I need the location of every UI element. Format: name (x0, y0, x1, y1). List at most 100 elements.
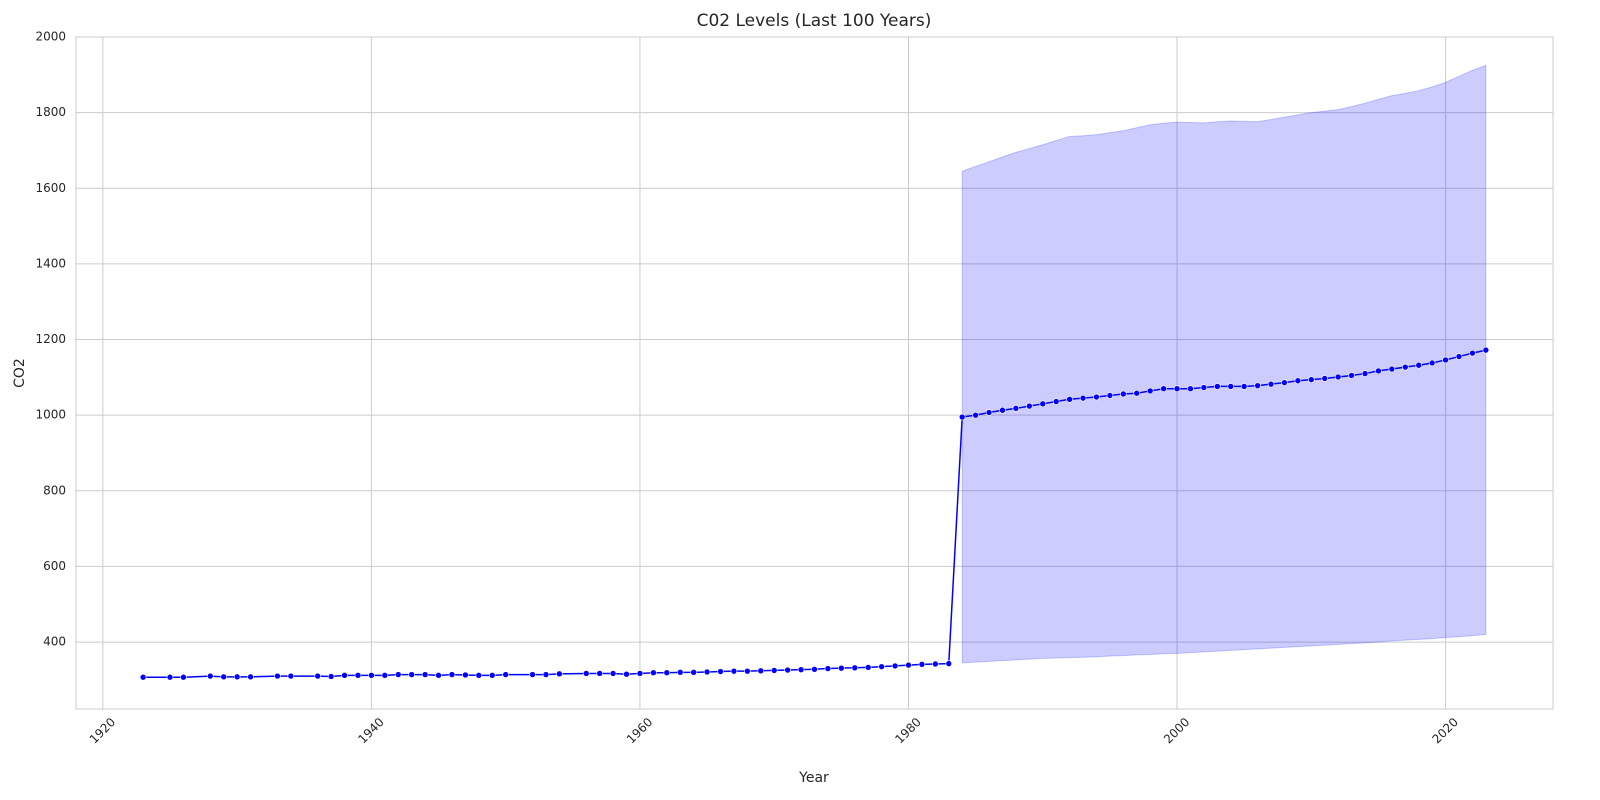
point (1200, 384, 1208, 391)
point (891, 662, 899, 670)
point (1079, 394, 1087, 402)
point (529, 671, 536, 678)
y-tick-label: 600 (43, 559, 66, 573)
x-axis-label: Year (798, 770, 829, 786)
point (623, 670, 630, 678)
y-tick-label: 1400 (35, 256, 66, 270)
point (435, 672, 442, 679)
point (918, 661, 926, 668)
point (556, 670, 563, 678)
point (596, 670, 603, 677)
point (824, 665, 832, 672)
point (1160, 385, 1167, 392)
point (757, 667, 765, 675)
point (394, 671, 402, 678)
point (421, 671, 429, 678)
x-tick-label: 1980 (892, 715, 923, 746)
point (609, 670, 617, 677)
point (932, 660, 939, 668)
point (1039, 400, 1047, 408)
point (206, 672, 214, 680)
x-tick-label: 1960 (624, 715, 655, 746)
point (999, 406, 1006, 414)
point (368, 672, 375, 679)
point (502, 671, 509, 678)
point (1348, 372, 1355, 379)
point (784, 666, 791, 674)
point (341, 672, 348, 679)
point (1012, 405, 1020, 412)
point (180, 673, 187, 681)
point (1281, 379, 1288, 386)
point (1066, 395, 1073, 403)
point (1469, 349, 1476, 357)
point (1227, 383, 1235, 390)
point (287, 672, 295, 680)
point (1093, 393, 1100, 401)
y-tick-label: 1800 (35, 105, 66, 119)
point (905, 661, 912, 669)
point (1106, 392, 1114, 399)
point (354, 672, 362, 679)
point (220, 673, 227, 681)
y-tick-label: 800 (43, 483, 66, 497)
point (1173, 385, 1181, 392)
point (1442, 356, 1449, 364)
point (314, 672, 321, 680)
point (1308, 376, 1315, 383)
point (1214, 383, 1221, 390)
point (1146, 387, 1154, 395)
point (730, 667, 738, 675)
point (408, 671, 415, 678)
point (972, 411, 979, 419)
point (1455, 353, 1463, 360)
point (717, 668, 724, 675)
point (744, 667, 751, 675)
point (1482, 346, 1490, 354)
point (166, 673, 174, 681)
y-axis-label: CO2 (12, 358, 28, 388)
point (864, 664, 872, 671)
point (690, 669, 697, 676)
point (1321, 375, 1329, 382)
point (462, 671, 469, 679)
point (139, 673, 147, 681)
point (1415, 361, 1423, 369)
chart-title: C02 Levels (Last 100 Years) (697, 11, 932, 31)
point (1267, 380, 1275, 388)
point (958, 413, 966, 421)
point (1294, 377, 1302, 385)
y-tick-label: 1600 (35, 181, 66, 195)
point (851, 664, 859, 672)
point (1428, 359, 1436, 367)
point (797, 666, 805, 673)
point (650, 669, 657, 676)
y-tick-label: 2000 (35, 30, 66, 44)
point (233, 673, 241, 681)
point (838, 664, 845, 672)
point (488, 672, 496, 679)
y-tick-label: 1000 (35, 408, 66, 422)
y-tick-label: 400 (43, 635, 66, 649)
x-tick-label: 2000 (1161, 715, 1192, 746)
point (703, 668, 711, 676)
point (1240, 383, 1248, 390)
point (475, 672, 483, 679)
point (985, 409, 993, 416)
point (1402, 363, 1409, 371)
point (1388, 365, 1396, 373)
point (1254, 382, 1261, 389)
point (1187, 385, 1194, 392)
point (878, 663, 885, 670)
point (945, 660, 953, 667)
confidence-band (961, 64, 1487, 664)
point (542, 671, 550, 678)
point (327, 673, 335, 680)
point (811, 665, 818, 673)
point (1026, 402, 1033, 410)
point (1361, 370, 1369, 377)
point (1133, 389, 1141, 397)
y-tick-label: 1200 (35, 332, 66, 346)
